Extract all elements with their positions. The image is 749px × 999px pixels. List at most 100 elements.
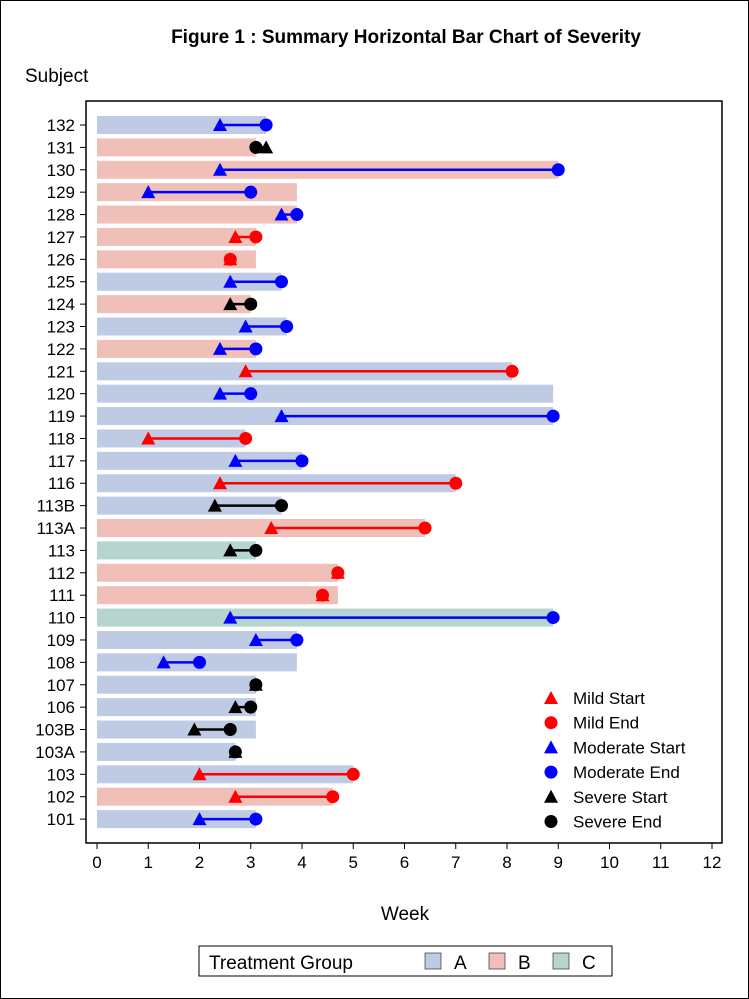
y-tick-label: 111 (49, 586, 75, 605)
x-axis-label: Week (381, 904, 430, 925)
bar-126 (97, 250, 256, 269)
start-marker-113A (264, 521, 279, 535)
group-legend-title: Treatment Group (209, 953, 353, 974)
start-marker-121 (238, 364, 253, 378)
y-tick-label: 119 (48, 407, 75, 426)
y-tick-label: 124 (47, 295, 75, 314)
y-tick-label: 107 (47, 676, 75, 695)
group-swatch-A (424, 952, 442, 970)
y-tick-label: 113 (48, 541, 75, 560)
start-marker-126 (223, 252, 238, 266)
start-marker-107 (248, 677, 263, 691)
group-legend-entry: B (518, 953, 531, 974)
end-marker-129 (244, 185, 258, 199)
end-marker-113 (249, 543, 263, 557)
y-tick-label: 130 (47, 161, 75, 180)
x-tick-label: 7 (451, 853, 460, 872)
y-tick-label: 122 (47, 340, 75, 359)
start-marker-113B (207, 498, 222, 512)
bar-124 (97, 295, 251, 314)
start-marker-103B (187, 722, 202, 736)
legend-triangle-icon (544, 691, 558, 704)
bar-131 (97, 138, 256, 157)
end-marker-103B (223, 723, 237, 737)
end-marker-121 (505, 364, 519, 378)
bar-113B (97, 496, 282, 515)
start-marker-109 (248, 632, 263, 646)
x-tick-label: 2 (195, 853, 204, 872)
x-tick-label: 11 (652, 853, 670, 872)
y-tick-label: 110 (48, 609, 75, 628)
end-marker-118 (239, 431, 253, 445)
y-axis-label: Subject (25, 66, 89, 87)
x-tick-label: 1 (144, 853, 153, 872)
end-marker-110 (546, 611, 560, 625)
start-marker-103 (192, 767, 207, 781)
y-tick-label: 112 (48, 564, 75, 583)
start-marker-110 (223, 610, 238, 624)
y-tick-label: 120 (47, 385, 75, 404)
y-tick-label: 113A (37, 519, 76, 538)
start-marker-101 (192, 812, 207, 826)
bar-128 (97, 205, 297, 224)
bar-127 (97, 227, 256, 246)
bar-103B (97, 720, 256, 739)
legend-entry: Mild Start (573, 689, 645, 708)
legend-circle-icon (544, 765, 558, 779)
x-tick-label: 12 (703, 853, 722, 872)
x-tick-label: 6 (400, 853, 409, 872)
group-legend-box (198, 945, 613, 977)
end-marker-106 (244, 700, 258, 714)
end-marker-124 (244, 297, 258, 311)
start-marker-123 (238, 319, 253, 333)
start-marker-131 (259, 140, 274, 154)
x-tick-label: 9 (554, 853, 563, 872)
y-tick-label: 127 (47, 228, 75, 247)
y-tick-label: 103B (35, 721, 75, 740)
start-marker-120 (213, 386, 227, 400)
end-marker-123 (280, 320, 294, 334)
end-marker-128 (290, 208, 304, 222)
end-marker-113A (418, 521, 432, 535)
y-tick-label: 106 (47, 698, 75, 717)
bar-113 (97, 541, 256, 560)
bar-107 (97, 675, 256, 694)
x-tick-label: 5 (349, 853, 358, 872)
group-swatch-C (552, 952, 570, 970)
start-marker-132 (213, 118, 227, 131)
y-tick-label: 103A (35, 743, 75, 762)
bar-106 (97, 698, 256, 717)
legend-circle-icon (544, 716, 558, 730)
group-legend-entry: C (582, 953, 596, 974)
x-tick-label: 4 (297, 853, 306, 872)
start-marker-118 (141, 431, 156, 445)
legend-circle-icon (544, 815, 558, 828)
bar-123 (97, 317, 287, 336)
end-marker-109 (290, 633, 304, 647)
bar-117 (97, 451, 302, 470)
start-marker-130 (213, 162, 227, 176)
y-tick-label: 108 (47, 653, 75, 672)
bar-112 (97, 563, 338, 582)
y-tick-label: 132 (47, 116, 75, 135)
y-tick-label: 109 (47, 631, 75, 650)
x-tick-label: 10 (600, 853, 619, 872)
legend-triangle-icon (544, 740, 558, 754)
legend-entry: Severe End (573, 813, 662, 832)
legend-entry: Mild End (573, 714, 639, 733)
end-marker-102 (326, 790, 340, 804)
start-marker-102 (228, 789, 243, 803)
legend-entry: Severe Start (573, 788, 668, 807)
legend-triangle-icon (544, 789, 558, 803)
start-marker-128 (274, 207, 289, 221)
end-marker-108 (193, 655, 206, 669)
bar-113A (97, 519, 425, 538)
end-marker-130 (551, 163, 565, 177)
y-tick-label: 118 (48, 429, 75, 448)
start-marker-122 (213, 341, 227, 355)
end-marker-119 (546, 409, 560, 423)
x-tick-label: 8 (502, 853, 511, 872)
end-marker-127 (249, 230, 263, 244)
